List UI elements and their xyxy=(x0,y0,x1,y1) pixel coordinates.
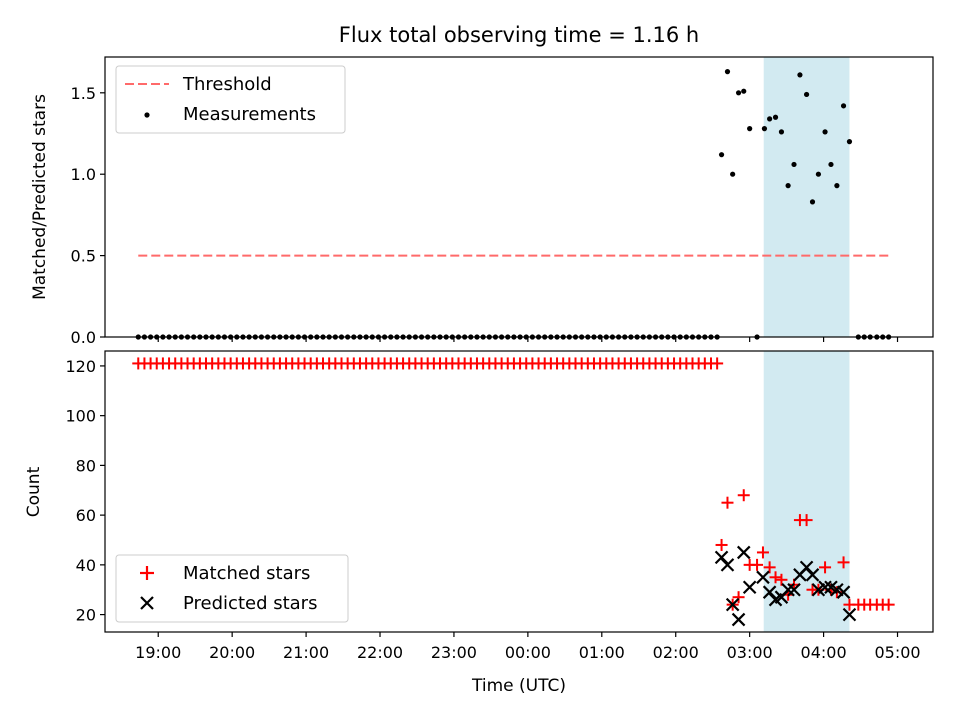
measurement-point xyxy=(767,116,773,122)
chart-title: Flux total observing time = 1.16 h xyxy=(339,23,699,47)
bottom-y-tick-label: 120 xyxy=(65,357,96,376)
legend-measurements-label: Measurements xyxy=(183,104,316,125)
bottom-y-axis-label: Count xyxy=(24,466,44,517)
matched-star-points xyxy=(132,357,895,611)
top-legend-box xyxy=(115,65,346,134)
x-tick-label: 19:00 xyxy=(135,643,181,662)
top-y-axis-label: Matched/Predicted stars xyxy=(30,94,50,300)
matched-star-point xyxy=(721,496,734,509)
x-tick-label: 02:00 xyxy=(653,643,699,662)
x-tick-label: 03:00 xyxy=(727,643,773,662)
measurement-point xyxy=(834,183,840,189)
measurement-point xyxy=(747,126,753,132)
matched-star-point xyxy=(715,538,728,551)
measurement-point xyxy=(803,91,810,98)
bottom-y-ticks: 20 40 60 80 100 120 xyxy=(65,357,105,625)
bottom-y-tick-label: 20 xyxy=(76,606,96,625)
predicted-star-point xyxy=(787,582,801,597)
matched-star-point xyxy=(837,556,850,569)
predicted-star-point xyxy=(725,597,740,612)
measurement-point xyxy=(828,161,834,168)
matched-star-point xyxy=(737,489,750,502)
matched-star-point xyxy=(732,591,745,604)
predicted-star-point xyxy=(836,585,851,599)
matched-star-point xyxy=(711,357,724,370)
matched-star-point xyxy=(882,598,895,611)
bottom-y-tick-label: 40 xyxy=(76,556,96,575)
predicted-star-point xyxy=(731,612,746,627)
top-y-tick-label: 0.5 xyxy=(71,247,96,266)
measurement-point xyxy=(730,171,736,177)
predicted-star-point xyxy=(842,607,857,622)
highlight-band xyxy=(763,351,850,632)
measurement-point xyxy=(797,72,803,78)
matched-star-point xyxy=(769,571,782,584)
bottom-panel: 19:00 20:00 21:00 22:00 23:00 00:00 01:00 02:00… xyxy=(24,350,934,696)
predicted-star-point xyxy=(736,545,751,560)
matched-star-point xyxy=(819,561,832,574)
measurement-point xyxy=(840,103,847,109)
top-y-tick-label: 1.5 xyxy=(71,84,96,103)
measurement-point xyxy=(772,114,779,120)
measurement-point xyxy=(761,126,768,132)
top-x-ticks xyxy=(157,337,899,342)
x-tick-label: 05:00 xyxy=(874,643,920,662)
legend-measurements-swatch xyxy=(144,112,150,118)
x-tick-label: 20:00 xyxy=(209,643,255,662)
top-y-ticks: 0.0 0.5 1.0 1.5 xyxy=(71,84,105,347)
measurement-point xyxy=(778,129,785,135)
highlight-band xyxy=(763,57,850,337)
x-tick-label: 04:00 xyxy=(801,643,847,662)
measurement-point xyxy=(735,90,742,96)
bottom-y-tick-label: 80 xyxy=(76,456,96,475)
bottom-legend: Matched stars Predicted stars xyxy=(115,554,349,623)
x-tick-label: 21:00 xyxy=(283,643,329,662)
top-panel: 0.0 0.5 1.0 1.5 Matched/Predicted stars Thr… xyxy=(30,56,934,347)
measurement-point xyxy=(741,88,747,94)
bottom-y-tick-label: 100 xyxy=(65,407,96,426)
measurement-point xyxy=(809,199,816,205)
matched-star-point xyxy=(763,561,776,574)
matched-star-point xyxy=(800,514,813,527)
legend-predicted-label: Predicted stars xyxy=(183,593,317,614)
top-legend: Threshold Measurements xyxy=(115,65,346,134)
x-tick-label: 23:00 xyxy=(431,643,477,662)
legend-predicted-swatch xyxy=(140,596,154,610)
predicted-star-point xyxy=(742,580,757,595)
predicted-star-points xyxy=(714,545,857,627)
x-tick-label: 00:00 xyxy=(505,643,551,662)
top-y-tick-label: 0.0 xyxy=(71,328,96,347)
legend-matched-label: Matched stars xyxy=(183,563,310,584)
measurement-point xyxy=(791,161,797,168)
top-axes-frame xyxy=(104,56,934,338)
top-y-tick-label: 1.0 xyxy=(71,165,96,184)
measurement-point xyxy=(822,129,828,135)
measurement-point xyxy=(815,171,822,177)
x-tick-label: 01:00 xyxy=(579,643,625,662)
bottom-highlight-band xyxy=(763,351,850,632)
bottom-x-ticks: 19:00 20:00 21:00 22:00 23:00 00:00 01:00 02:00… xyxy=(135,632,921,662)
matched-star-point xyxy=(775,573,788,586)
top-highlight-band xyxy=(763,57,850,337)
x-tick-label: 22:00 xyxy=(357,643,403,662)
matched-star-point xyxy=(756,546,769,559)
x-axis-label: Time (UTC) xyxy=(471,676,566,696)
measurement-point xyxy=(724,69,731,75)
measurement-point xyxy=(846,139,853,145)
predicted-star-point xyxy=(781,582,795,597)
bottom-legend-box xyxy=(115,554,349,623)
measurement-point xyxy=(785,183,791,189)
predicted-star-point xyxy=(805,568,820,582)
predicted-star-point xyxy=(818,580,832,595)
predicted-star-point xyxy=(756,570,770,585)
legend-matched-swatch xyxy=(140,566,154,580)
matched-star-point xyxy=(751,558,764,571)
legend-threshold-label: Threshold xyxy=(182,74,272,95)
bottom-y-tick-label: 60 xyxy=(76,506,96,525)
predicted-star-point xyxy=(720,558,735,572)
measurement-point xyxy=(718,152,725,158)
bottom-axes-frame xyxy=(104,350,934,633)
